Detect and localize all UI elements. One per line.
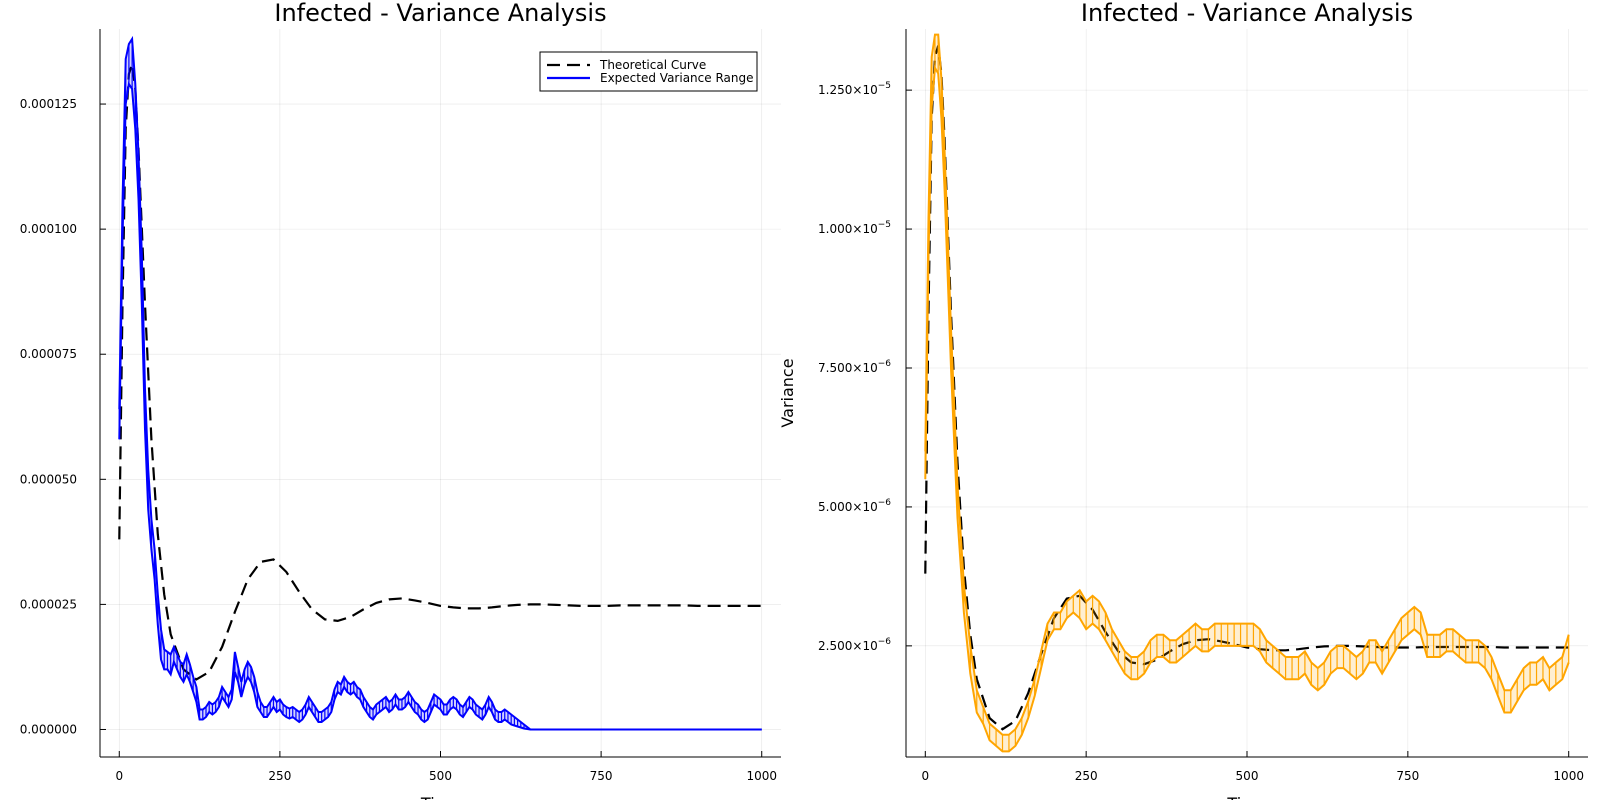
y-tick-exponent: −6 [878, 498, 892, 508]
y-tick-exponent: −5 [878, 220, 891, 230]
y-tick-exponent: −5 [878, 81, 891, 91]
legend-label: Theoretical Curve [599, 58, 706, 72]
y-tick-label: 0.000100 [20, 222, 77, 236]
y-tick-label: 7.500×10−6 [818, 359, 891, 375]
y-tick-label: 0.000050 [20, 472, 77, 486]
x-tick-label: 500 [1236, 769, 1259, 783]
y-tick-mantissa: 7.500×10 [818, 361, 878, 375]
x-tick-label: 0 [115, 769, 123, 783]
y-tick-label: 0.000075 [20, 347, 77, 361]
x-axis-label: Time [420, 794, 460, 800]
y-tick-label: 0.000125 [20, 97, 77, 111]
y-tick-label: 1.250×10−5 [818, 81, 891, 97]
x-tick-label: 750 [590, 769, 613, 783]
y-tick-mantissa: 1.250×10 [818, 83, 878, 97]
y-tick-label: 0.000000 [20, 722, 77, 736]
y-axis-label: Variance [778, 358, 797, 427]
x-axis-label: Time [1226, 794, 1266, 800]
x-tick-label: 500 [429, 769, 452, 783]
x-tick-label: 1000 [1553, 769, 1584, 783]
legend-label: Expected Variance Range [600, 71, 754, 85]
chart-title: Infected - Variance Analysis [274, 0, 606, 27]
y-tick-exponent: −6 [878, 359, 892, 369]
x-tick-label: 0 [921, 769, 929, 783]
x-tick-label: 750 [1396, 769, 1419, 783]
y-tick-mantissa: 1.000×10 [818, 222, 878, 236]
y-tick-mantissa: 5.000×10 [818, 500, 878, 514]
y-tick-mantissa: 2.500×10 [818, 639, 878, 653]
y-tick-label: 0.000025 [20, 597, 77, 611]
chart-title: Infected - Variance Analysis [1081, 0, 1413, 27]
x-tick-label: 250 [1075, 769, 1098, 783]
y-tick-label: 1.000×10−5 [818, 220, 891, 236]
x-tick-label: 250 [268, 769, 291, 783]
y-tick-label: 5.000×10−6 [818, 498, 891, 514]
x-tick-label: 1000 [746, 769, 777, 783]
y-tick-exponent: −6 [878, 637, 892, 647]
y-tick-label: 2.500×10−6 [818, 637, 891, 653]
chart-panel-1: 0 250 500 750 1000 0.000000 0.000025 0.000050 0.… [20, 0, 781, 800]
